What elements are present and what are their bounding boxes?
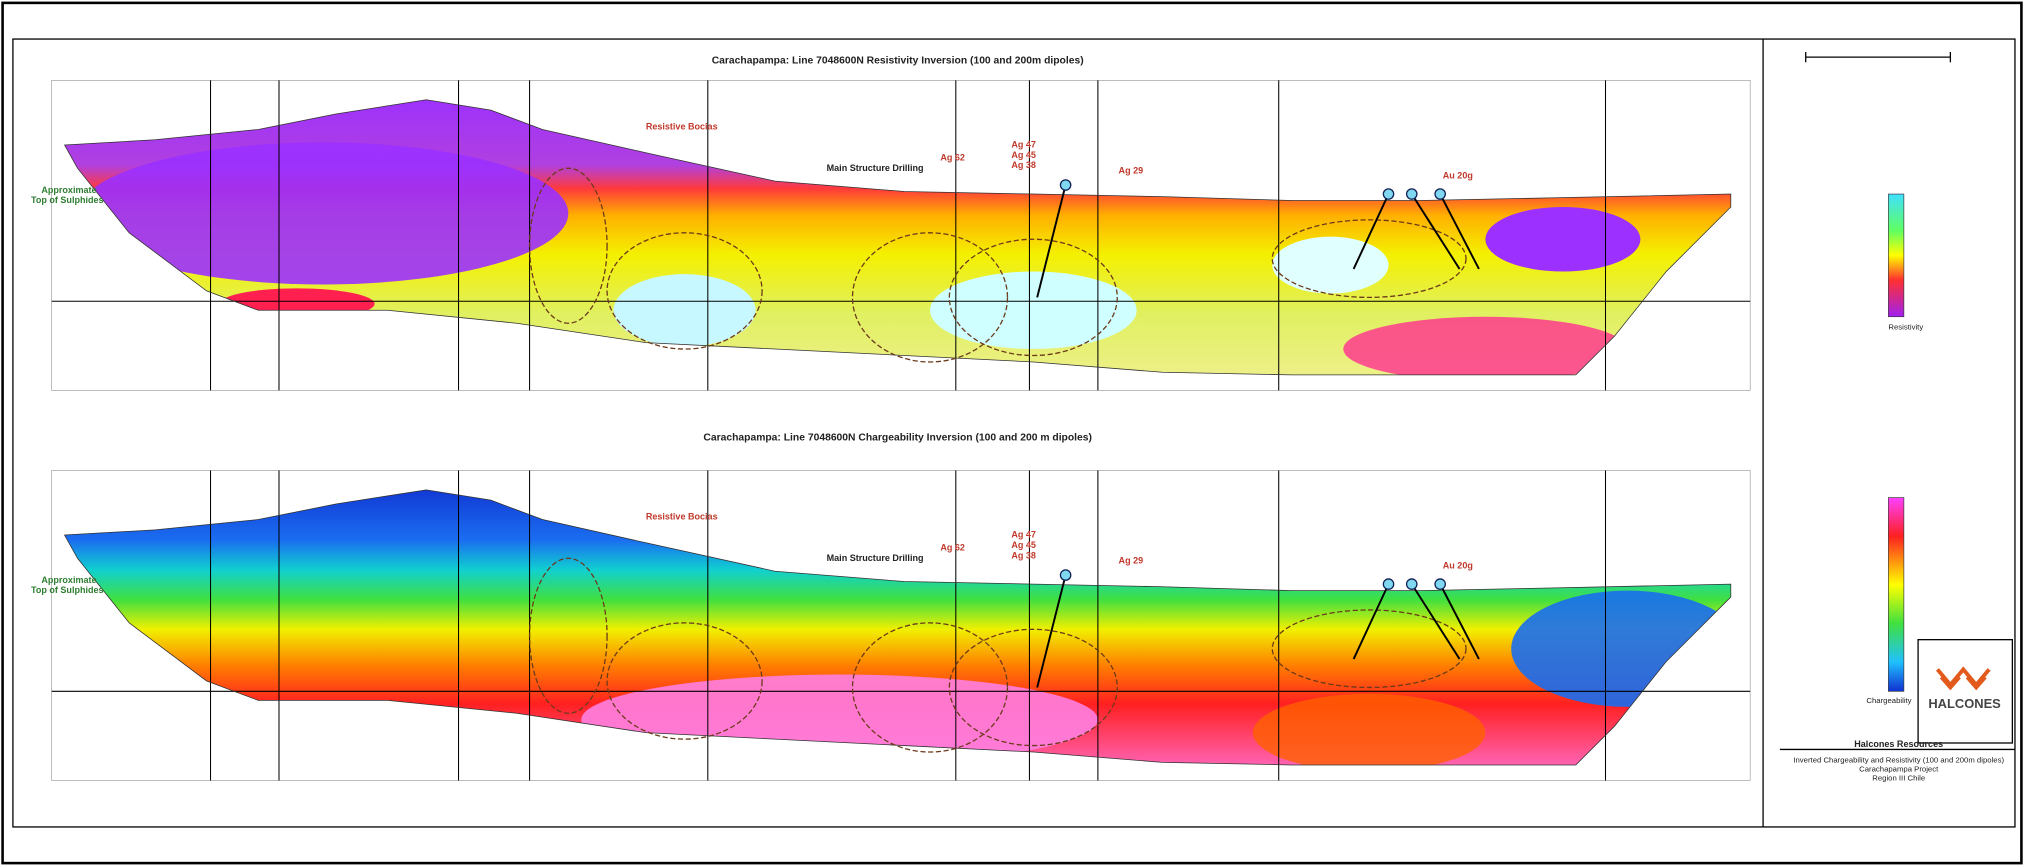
contour	[528, 167, 608, 324]
section-overlay: Resistive Bocias Main Structure Drilling A…	[31, 470, 1751, 781]
contour	[948, 628, 1118, 747]
annotation: Ag 62	[940, 152, 965, 162]
drill-hole	[1439, 193, 1480, 270]
section-overlay: Resistive Bocias Main Structure Drilling A…	[31, 80, 1751, 391]
annotation: Main Structure Drilling	[827, 553, 924, 563]
title-block-line: Region III Chile	[1872, 773, 1925, 782]
contour	[606, 232, 763, 350]
panel-frame	[51, 470, 1751, 781]
contour	[528, 557, 608, 714]
contour	[1271, 219, 1467, 299]
drill-collar	[1059, 569, 1072, 581]
annotation: Ag 47	[1011, 530, 1036, 540]
drill-hole	[1352, 583, 1390, 660]
panel-title: Carachapampa: Line 7048600N Chargeabilit…	[703, 433, 1092, 444]
annotation: Ag 29	[1119, 165, 1144, 175]
drill-collar	[1434, 188, 1446, 200]
annotation: Resistive Bocias	[646, 512, 718, 522]
contour	[851, 232, 1009, 363]
legend-label: Resistivity	[1888, 323, 1923, 332]
drill-hole	[1410, 583, 1461, 660]
annotation: Main Structure Drilling	[827, 163, 924, 173]
annotation: Approximate	[41, 185, 96, 195]
drill-hole	[1036, 184, 1067, 298]
drill-collar	[1434, 578, 1446, 590]
resistivity-panel: Carachapampa: Line 7048600N Resistivity …	[64, 56, 1731, 375]
section-outline	[63, 99, 1732, 376]
drill-hole	[1036, 574, 1067, 688]
annotation: Ag 45	[1011, 150, 1036, 160]
annotation: Top of Sulphides	[31, 585, 104, 595]
chargeability-panel: Carachapampa: Line 7048600N Chargeabilit…	[64, 433, 1731, 765]
annotation: Ag 62	[940, 543, 965, 553]
section	[64, 489, 1731, 765]
annotation: Ag 38	[1011, 550, 1036, 560]
annotation: Au 20g	[1443, 561, 1473, 571]
annotation: Au 20g	[1443, 171, 1473, 181]
drill-hole	[1352, 193, 1390, 270]
drill-collar	[1382, 578, 1395, 590]
logo-mark	[1935, 666, 1991, 691]
resistivity-legend	[1888, 193, 1905, 318]
drill-collar	[1405, 188, 1418, 200]
title-block: Inverted Chargeability and Resistivity (…	[1793, 755, 2004, 782]
contour	[606, 622, 763, 740]
contour	[1271, 609, 1467, 689]
drill-hole	[1439, 583, 1480, 660]
annotation: Resistive Bocias	[646, 121, 718, 131]
annotation: Ag 29	[1119, 555, 1144, 565]
annotation: Ag 45	[1011, 540, 1036, 550]
overlays: Resistive Bocias Main Structure Drilling A…	[31, 80, 1751, 781]
drill-collar	[1382, 188, 1395, 200]
legend-label: Chargeability	[1866, 696, 1911, 705]
drill-collar	[1059, 179, 1072, 191]
section	[64, 99, 1731, 375]
panel-frame	[51, 80, 1751, 391]
scale-bar	[1805, 51, 1952, 63]
logo-text: HALCONES	[1928, 696, 2001, 711]
drill-collar	[1405, 578, 1418, 590]
title-block-line: Carachapampa Project	[1859, 764, 1939, 773]
panel-title: Carachapampa: Line 7048600N Resistivity …	[712, 56, 1084, 67]
company: Halcones Resources	[1854, 739, 1943, 749]
title-block-line: Inverted Chargeability and Resistivity (…	[1793, 755, 2004, 764]
annotation: Ag 38	[1011, 160, 1036, 170]
logo-box	[1917, 639, 2014, 744]
annotation: Approximate	[41, 575, 96, 585]
frame	[12, 38, 2016, 828]
section-outline	[63, 489, 1732, 766]
annotation: Ag 47	[1011, 140, 1036, 150]
contour	[851, 622, 1009, 753]
chargeability-legend	[1888, 497, 1905, 692]
annotation: Top of Sulphides	[31, 195, 104, 205]
drill-hole	[1410, 193, 1461, 270]
